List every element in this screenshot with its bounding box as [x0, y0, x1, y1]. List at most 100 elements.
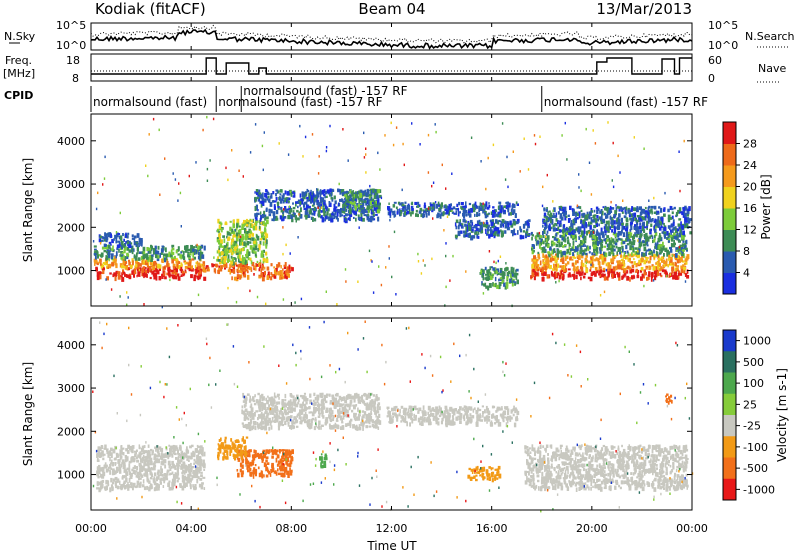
- data-cell: [563, 234, 566, 240]
- data-cell: [681, 211, 685, 216]
- data-cell: [143, 250, 146, 255]
- data-cell: [554, 228, 557, 231]
- data-cell: [588, 161, 591, 164]
- data-cell: [256, 192, 258, 195]
- data-cell: [157, 446, 160, 451]
- data-cell: [115, 238, 118, 244]
- data-cell: [505, 282, 507, 285]
- data-cell: [285, 276, 288, 280]
- data-cell: [545, 242, 548, 247]
- data-cell: [296, 217, 300, 221]
- data-cell: [185, 469, 187, 473]
- data-cell: [146, 452, 150, 457]
- data-cell: [615, 245, 618, 249]
- data-cell: [483, 283, 485, 287]
- data-cell: [319, 203, 322, 209]
- data-cell: [372, 188, 375, 193]
- data-cell: [613, 245, 616, 248]
- data-cell: [542, 265, 545, 268]
- data-cell: [554, 222, 557, 226]
- data-cell: [229, 232, 232, 236]
- data-cell: [197, 445, 201, 449]
- data-cell: [232, 248, 235, 254]
- data-cell: [280, 209, 284, 213]
- colorbar-swatch: [723, 251, 736, 273]
- data-cell: [545, 238, 548, 243]
- data-cell: [619, 251, 621, 255]
- data-cell: [171, 460, 174, 466]
- data-cell: [138, 242, 140, 248]
- data-cell: [222, 249, 225, 253]
- data-cell: [592, 234, 595, 239]
- data-cell: [678, 252, 682, 255]
- data-cell: [137, 271, 140, 277]
- data-cell: [203, 451, 206, 457]
- data-cell: [463, 234, 465, 238]
- data-cell: [282, 472, 286, 478]
- data-cell: [612, 255, 615, 260]
- data-cell: [174, 447, 177, 451]
- data-cell: [187, 476, 191, 481]
- data-cell: [249, 151, 252, 154]
- data-cell: [224, 260, 226, 265]
- data-cell: [509, 278, 512, 283]
- data-cell: [614, 255, 617, 258]
- data-cell: [501, 219, 505, 223]
- data-cell: [126, 256, 129, 259]
- data-cell: [286, 266, 290, 272]
- data-cell: [277, 262, 281, 267]
- data-cell: [537, 253, 540, 259]
- data-cell: [595, 257, 598, 261]
- data-cell: [612, 185, 615, 189]
- data-cell: [263, 210, 266, 215]
- data-cell: [681, 225, 684, 230]
- data-cell: [187, 459, 190, 462]
- data-cell: [246, 223, 249, 227]
- data-cell: [247, 257, 250, 261]
- data-cell: [609, 215, 612, 220]
- data-cell: [542, 185, 544, 189]
- data-cell: [151, 450, 154, 456]
- data-cell: [248, 251, 251, 256]
- data-cell: [488, 283, 492, 288]
- data-cell: [623, 271, 627, 276]
- data-cell: [102, 265, 105, 268]
- data-cell: [551, 249, 554, 255]
- data-cell: [625, 244, 628, 250]
- data-cell: [478, 205, 481, 210]
- data-cell: [361, 200, 364, 203]
- data-cell: [454, 234, 458, 239]
- data-cell: [488, 202, 490, 205]
- data-cell: [98, 464, 101, 470]
- data-cell: [300, 199, 304, 205]
- data-cell: [674, 267, 677, 272]
- data-cell: [193, 274, 197, 278]
- data-cell: [499, 255, 502, 258]
- data-cell: [205, 265, 209, 269]
- data-cell: [647, 260, 651, 264]
- data-cell: [539, 235, 542, 238]
- data-cell: [261, 459, 264, 463]
- data-cell: [622, 248, 624, 253]
- data-cell: [683, 266, 686, 271]
- data-cell: [616, 271, 619, 275]
- data-cell: [601, 210, 604, 216]
- data-cell: [510, 280, 514, 284]
- data-cell: [98, 481, 102, 485]
- data-cell: [621, 222, 624, 226]
- data-cell: [177, 273, 180, 277]
- data-cell: [111, 481, 115, 485]
- data-cell: [238, 251, 242, 255]
- data-cell: [136, 480, 140, 486]
- data-cell: [241, 264, 244, 267]
- data-cell: [126, 241, 130, 245]
- data-cell: [107, 480, 110, 485]
- data-cell: [556, 252, 559, 257]
- data-cell: [219, 268, 223, 272]
- data-cell: [638, 259, 640, 265]
- data-cell: [564, 121, 566, 125]
- data-cell: [465, 270, 467, 273]
- data-cell: [285, 199, 288, 204]
- data-cell: [476, 214, 478, 217]
- data-cell: [487, 156, 489, 160]
